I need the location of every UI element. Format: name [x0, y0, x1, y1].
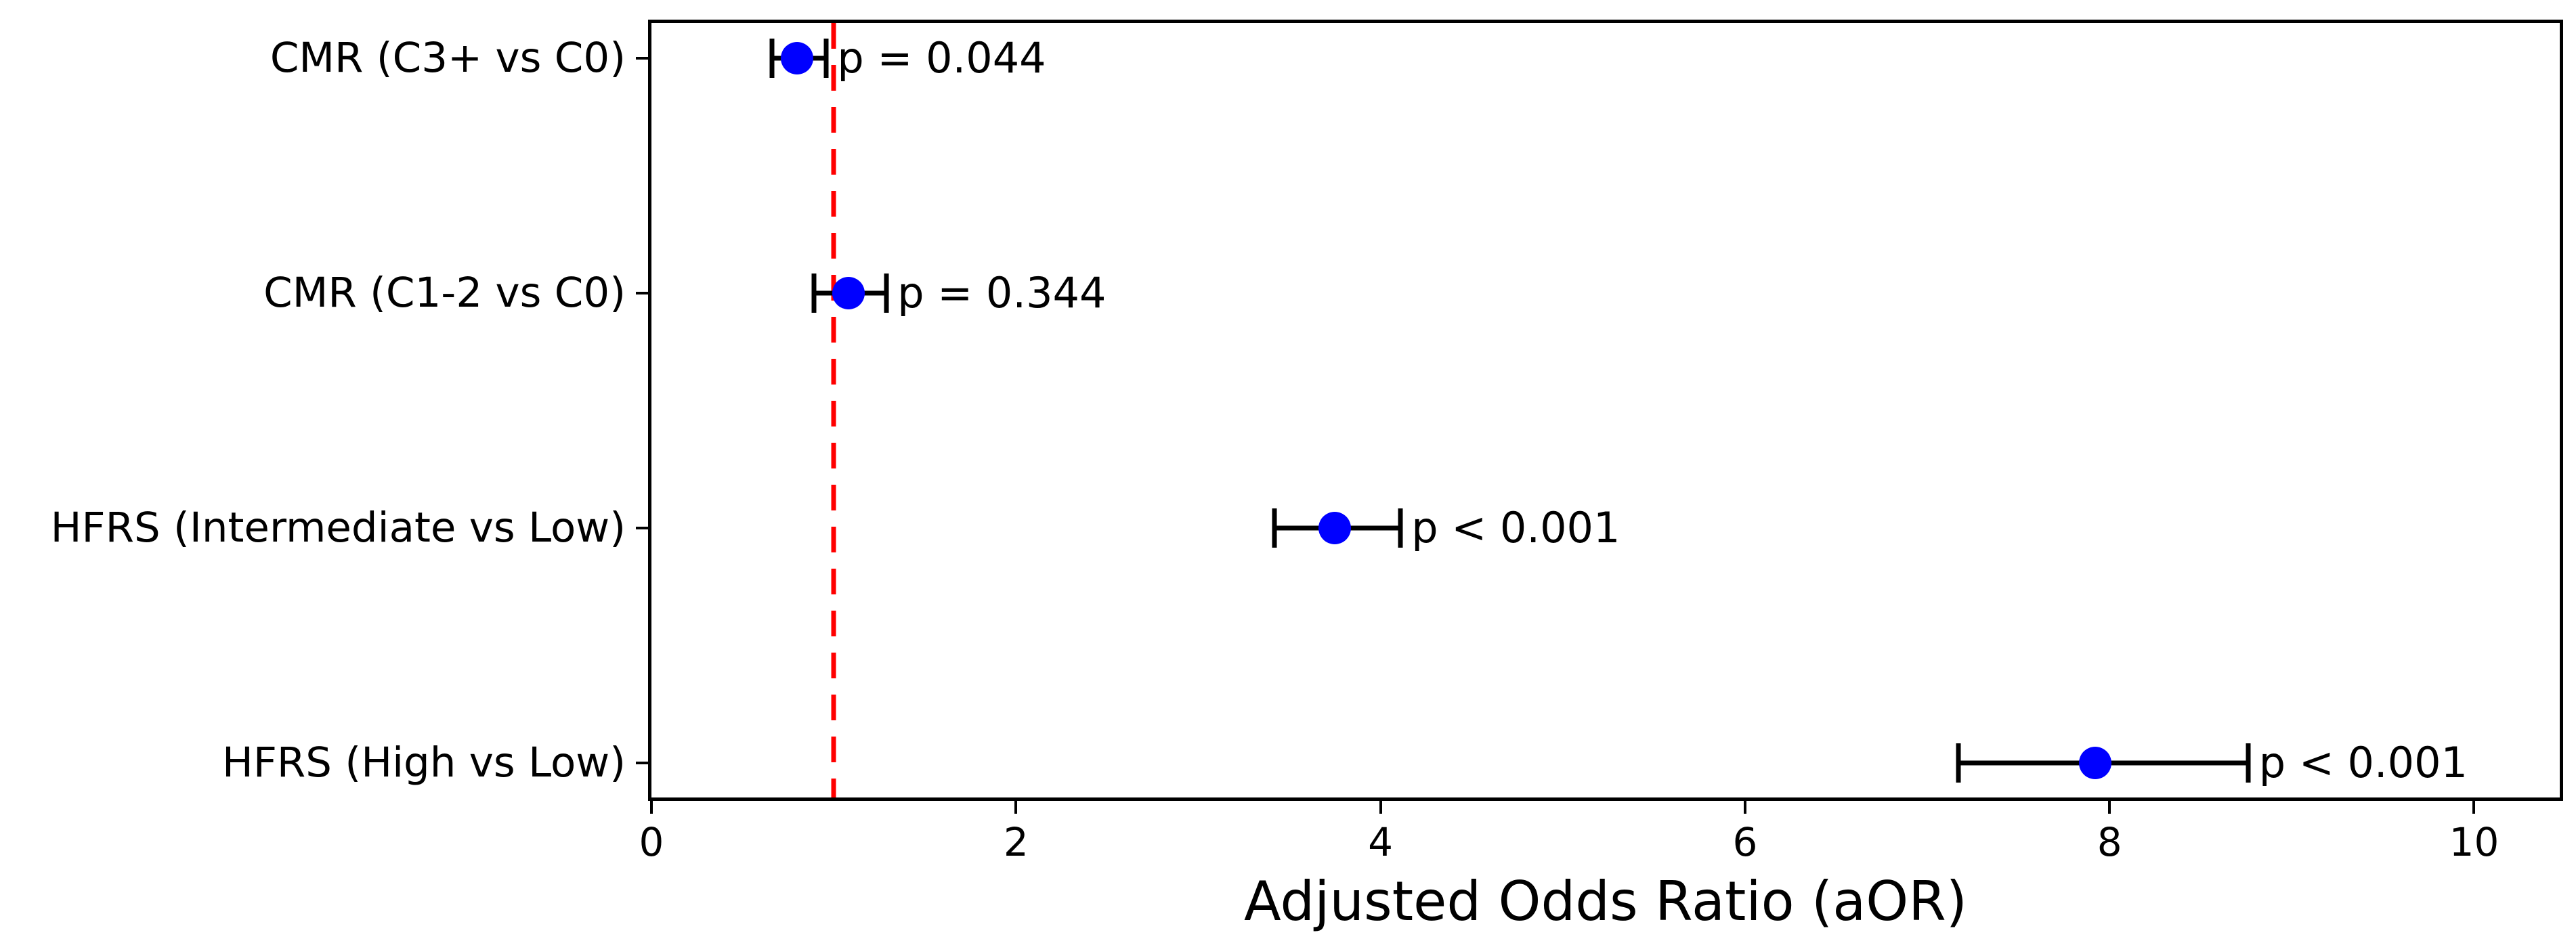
plot-area: p = 0.044 p = 0.344 p < 0.001 p < 0.001 — [648, 20, 2563, 801]
y-tick-mark — [636, 57, 648, 60]
y-tick-label: CMR (C3+ vs C0) — [270, 34, 626, 83]
x-tick-label: 8 — [2097, 819, 2122, 865]
aor-marker — [781, 42, 814, 75]
reference-line-aor-1 — [831, 23, 836, 797]
y-tick-label: HFRS (High vs Low) — [221, 738, 626, 787]
ci-cap-low — [811, 273, 817, 313]
aor-marker — [1318, 511, 1352, 544]
y-tick-label: CMR (C1-2 vs C0) — [263, 268, 626, 317]
x-tick-label: 0 — [639, 819, 664, 865]
ci-cap-low — [1272, 508, 1277, 548]
p-value-label: p < 0.001 — [2258, 737, 2468, 787]
x-tick-mark — [2108, 801, 2111, 814]
x-axis-title: Adjusted Odds Ratio (aOR) — [1244, 870, 1967, 933]
ci-cap-high — [2246, 743, 2251, 783]
y-tick-mark — [636, 761, 648, 764]
x-tick-mark — [650, 801, 653, 814]
aor-marker — [2078, 746, 2111, 779]
x-tick-mark — [1743, 801, 1746, 814]
ci-cap-high — [884, 273, 889, 313]
x-tick-mark — [1014, 801, 1018, 814]
ci-cap-low — [769, 39, 775, 79]
x-tick-label: 6 — [1732, 819, 1758, 865]
p-value-label: p = 0.344 — [897, 267, 1107, 318]
p-value-label: p < 0.001 — [1411, 502, 1620, 552]
ci-cap-high — [823, 39, 829, 79]
x-tick-label: 2 — [1003, 819, 1029, 865]
ci-cap-high — [1398, 508, 1403, 548]
x-tick-label: 4 — [1368, 819, 1394, 865]
y-tick-mark — [636, 526, 648, 529]
x-tick-mark — [2472, 801, 2476, 814]
ci-cap-low — [1956, 743, 1961, 783]
x-tick-label: 10 — [2449, 819, 2499, 865]
aor-marker — [832, 276, 865, 309]
p-value-label: p = 0.044 — [837, 33, 1046, 83]
y-tick-label: HFRS (Intermediate vs Low) — [50, 503, 626, 552]
y-tick-mark — [636, 291, 648, 294]
x-tick-mark — [1379, 801, 1382, 814]
